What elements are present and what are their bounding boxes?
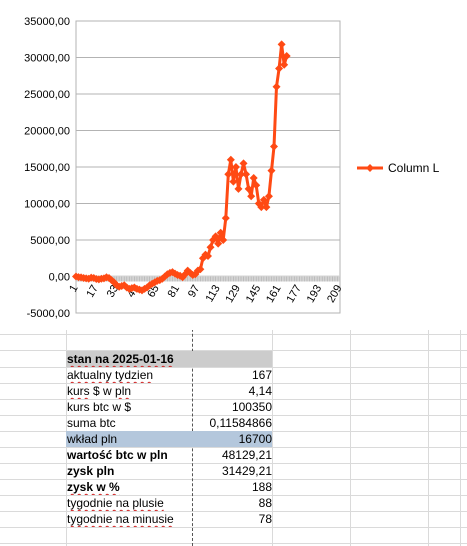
- data-point: [267, 166, 276, 175]
- y-tick-label: 15000,00: [24, 162, 70, 174]
- data-point: [229, 177, 238, 186]
- x-tick-label: 97: [186, 283, 203, 300]
- y-tick-label: 20000,00: [24, 126, 70, 138]
- legend-label: Column L: [388, 161, 440, 175]
- data-point: [237, 170, 245, 179]
- data-point: [221, 214, 230, 223]
- value-usd-rate[interactable]: 4,14: [248, 384, 272, 398]
- label-current-week[interactable]: aktualny tydzien: [67, 368, 154, 382]
- y-tick-label: 0,00: [49, 272, 70, 284]
- data-point: [226, 155, 235, 164]
- data-point: [282, 52, 291, 61]
- y-tick-label: -5000,00: [27, 308, 70, 320]
- data-point: [216, 228, 225, 237]
- data-point: [249, 173, 258, 182]
- data-point: [259, 195, 268, 204]
- data-point: [219, 236, 228, 244]
- x-tick-label: 1: [67, 283, 80, 294]
- data-point: [262, 203, 271, 212]
- plot-area: [75, 20, 341, 314]
- value-btc-value[interactable]: 48129,21: [221, 448, 272, 462]
- data-point: [234, 184, 243, 193]
- data-point: [247, 192, 256, 201]
- data-point: [239, 159, 248, 168]
- value-profit-percent[interactable]: 188: [251, 480, 272, 494]
- data-point: [224, 170, 233, 179]
- label-profit[interactable]: zysk pln: [67, 464, 115, 478]
- value-current-week[interactable]: 167: [251, 368, 272, 382]
- data-point: [275, 64, 284, 73]
- data-point: [211, 232, 220, 241]
- data-point: [277, 40, 286, 49]
- header-background: [66, 351, 272, 367]
- data-point: [214, 239, 223, 248]
- data-point: [244, 184, 253, 193]
- y-tick-label: 25000,00: [24, 89, 70, 101]
- data-point: [206, 243, 215, 252]
- label-usd-rate[interactable]: kurs $ w pln: [67, 384, 132, 398]
- label-deposit[interactable]: wkład pln: [67, 432, 118, 446]
- value-weeks-plus[interactable]: 88: [258, 496, 272, 510]
- value-deposit[interactable]: 16700: [238, 432, 272, 446]
- data-point: [270, 142, 278, 151]
- label-weeks-minus[interactable]: tygodnie na minusie: [67, 512, 174, 526]
- data-point: [204, 252, 212, 261]
- data-point: [231, 163, 240, 171]
- x-tick-label: 81: [166, 283, 183, 300]
- summary-title[interactable]: stan na 2025-01-16: [67, 352, 174, 366]
- y-tick-label: 10000,00: [24, 199, 70, 211]
- line-chart[interactable]: 35000,00 30000,00 25000,00 20000,00 15000,00…: [0, 0, 467, 330]
- data-point: [242, 170, 251, 179]
- data-point: [272, 82, 281, 91]
- label-btc-sum[interactable]: suma btc: [67, 416, 116, 430]
- value-profit[interactable]: 31429,21: [221, 464, 272, 478]
- data-point: [280, 60, 289, 69]
- y-tick-label: 30000,00: [24, 53, 70, 65]
- data-point: [196, 265, 205, 274]
- value-weeks-minus[interactable]: 78: [258, 512, 272, 526]
- legend-marker: [366, 164, 374, 172]
- data-point: [257, 203, 266, 212]
- highlight-background: [66, 431, 272, 447]
- data-point: [252, 181, 261, 190]
- label-btc-value[interactable]: wartość btc w pln: [67, 448, 168, 462]
- data-point: [264, 192, 273, 201]
- value-btc-sum[interactable]: 0,11584866: [209, 416, 272, 430]
- y-tick-label: 5000,00: [30, 235, 70, 247]
- label-profit-percent[interactable]: zysk w %: [67, 480, 120, 494]
- label-btc-rate[interactable]: kurs btc w $: [67, 400, 132, 414]
- y-tick-label: 35000,00: [24, 16, 70, 28]
- value-btc-rate[interactable]: 100350: [231, 400, 272, 414]
- x-tick-label: 17: [84, 283, 101, 300]
- label-weeks-plus[interactable]: tygodnie na plusie: [67, 496, 164, 510]
- data-point: [120, 281, 129, 290]
